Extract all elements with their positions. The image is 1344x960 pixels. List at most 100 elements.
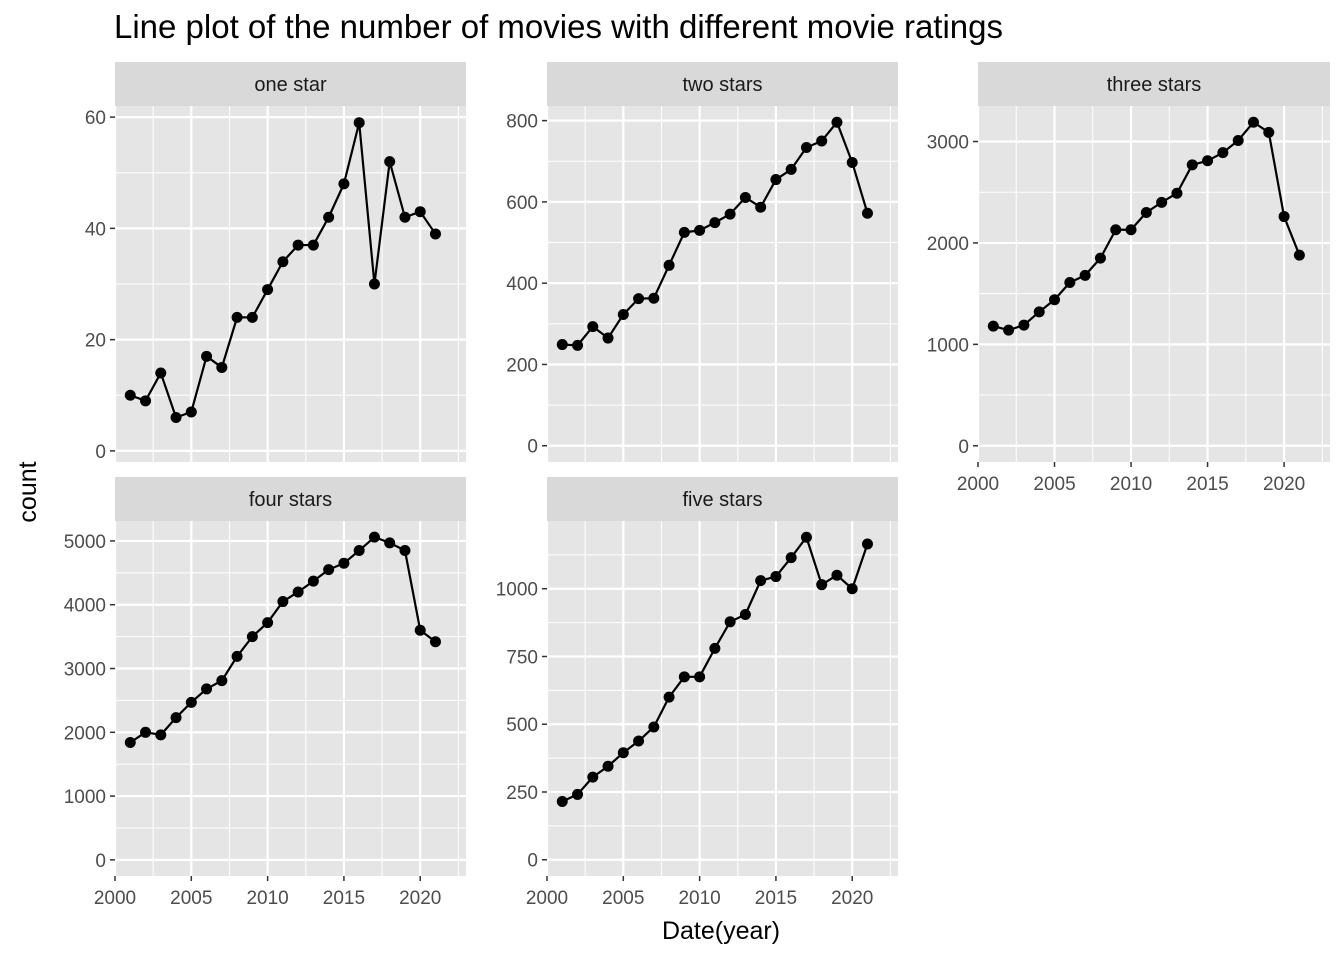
data-point <box>1186 159 1198 171</box>
data-point <box>602 332 614 344</box>
data-point <box>1202 155 1214 167</box>
data-point <box>831 116 843 128</box>
data-point <box>755 575 767 587</box>
x-tick-label: 2015 <box>755 888 797 909</box>
data-point <box>323 211 335 223</box>
strip-four-stars <box>115 477 466 521</box>
strip-label-five-stars: five stars <box>682 489 762 511</box>
data-point <box>292 586 304 598</box>
data-point <box>353 117 365 129</box>
strip-label-three-stars: three stars <box>1107 74 1201 96</box>
y-tick-label: 0 <box>95 442 106 463</box>
x-tick-label: 2015 <box>1186 474 1228 495</box>
y-tick-label: 1000 <box>496 580 538 601</box>
panel-four-stars: four stars 0 1000 2000 3000 4000 5000 2000 2005 2… <box>64 477 466 909</box>
y-tick-label: 0 <box>527 437 538 458</box>
data-point <box>292 239 304 251</box>
panels-layer: one star 0 20 40 60 two stars 0 200 400 600 800 thr… <box>64 62 1330 909</box>
data-point <box>572 339 584 351</box>
data-point <box>709 642 721 654</box>
data-point <box>800 141 812 153</box>
data-point <box>353 545 365 557</box>
y-tick-label: 0 <box>958 437 969 458</box>
data-point <box>170 412 182 423</box>
data-point <box>262 284 274 296</box>
strip-label-one-star: one star <box>254 74 327 96</box>
panel-background <box>115 521 466 876</box>
data-point <box>816 135 828 147</box>
strip-label-two-stars: two stars <box>682 74 762 96</box>
data-point <box>124 389 136 401</box>
x-tick-label: 2000 <box>957 474 999 495</box>
data-point <box>800 531 812 543</box>
y-tick-label: 0 <box>95 851 106 872</box>
y-tick-label: 200 <box>506 355 538 376</box>
data-point <box>1003 324 1015 336</box>
data-point <box>201 350 213 362</box>
data-point <box>770 174 782 186</box>
x-tick-label: 2010 <box>246 888 288 909</box>
data-point <box>231 311 243 323</box>
data-point <box>572 788 584 800</box>
data-point <box>633 293 645 305</box>
data-point <box>846 583 858 595</box>
data-point <box>846 156 858 168</box>
y-tick-label: 750 <box>506 647 538 668</box>
data-point <box>1094 252 1106 264</box>
data-point <box>648 721 660 733</box>
data-point <box>384 156 396 168</box>
y-tick-label: 40 <box>85 219 106 240</box>
x-axis-title: Date(year) <box>662 917 780 945</box>
y-tick-label: 400 <box>506 274 538 295</box>
data-point <box>724 208 736 220</box>
strip-label-four-stars: four stars <box>249 489 332 511</box>
x-tick-label: 2015 <box>323 888 365 909</box>
data-point <box>617 308 629 320</box>
data-point <box>399 545 411 557</box>
data-point <box>307 575 319 587</box>
data-point <box>185 696 197 708</box>
y-tick-label: 0 <box>527 851 538 872</box>
data-point <box>140 726 152 738</box>
x-tick-label: 2020 <box>1263 474 1305 495</box>
strip-two-stars <box>547 62 898 106</box>
x-tick-label: 2005 <box>602 888 644 909</box>
y-tick-label: 600 <box>506 193 538 214</box>
data-point <box>724 616 736 628</box>
data-point <box>987 320 999 332</box>
y-tick-label: 4000 <box>64 596 106 617</box>
data-point <box>124 737 136 749</box>
data-point <box>1232 134 1244 146</box>
y-tick-label: 800 <box>506 112 538 133</box>
data-point <box>1079 269 1091 281</box>
panel-three-stars: three stars 0 1000 2000 3000 2000 2005 2010 2015… <box>927 62 1330 495</box>
data-point <box>216 361 228 373</box>
x-tick-label: 2010 <box>678 888 720 909</box>
data-point <box>140 395 152 407</box>
data-point <box>617 747 629 759</box>
data-point <box>770 571 782 583</box>
data-point <box>1263 126 1275 138</box>
data-point <box>633 735 645 747</box>
data-point <box>861 538 873 550</box>
data-point <box>246 311 258 323</box>
data-point <box>277 596 289 608</box>
x-tick-label: 2005 <box>170 888 212 909</box>
data-point <box>277 256 289 268</box>
x-tick-label: 2020 <box>399 888 441 909</box>
y-tick-label: 500 <box>506 715 538 736</box>
x-tick-label: 2000 <box>526 888 568 909</box>
data-point <box>414 624 426 636</box>
data-point <box>694 671 706 683</box>
data-point <box>1064 276 1076 288</box>
data-point <box>1049 294 1061 306</box>
data-point <box>1033 306 1045 318</box>
x-tick-label: 2005 <box>1033 474 1075 495</box>
data-point <box>678 671 690 683</box>
data-point <box>678 226 690 238</box>
data-point <box>338 557 350 569</box>
data-point <box>262 617 274 629</box>
y-tick-label: 5000 <box>64 532 106 553</box>
data-point <box>429 228 441 240</box>
